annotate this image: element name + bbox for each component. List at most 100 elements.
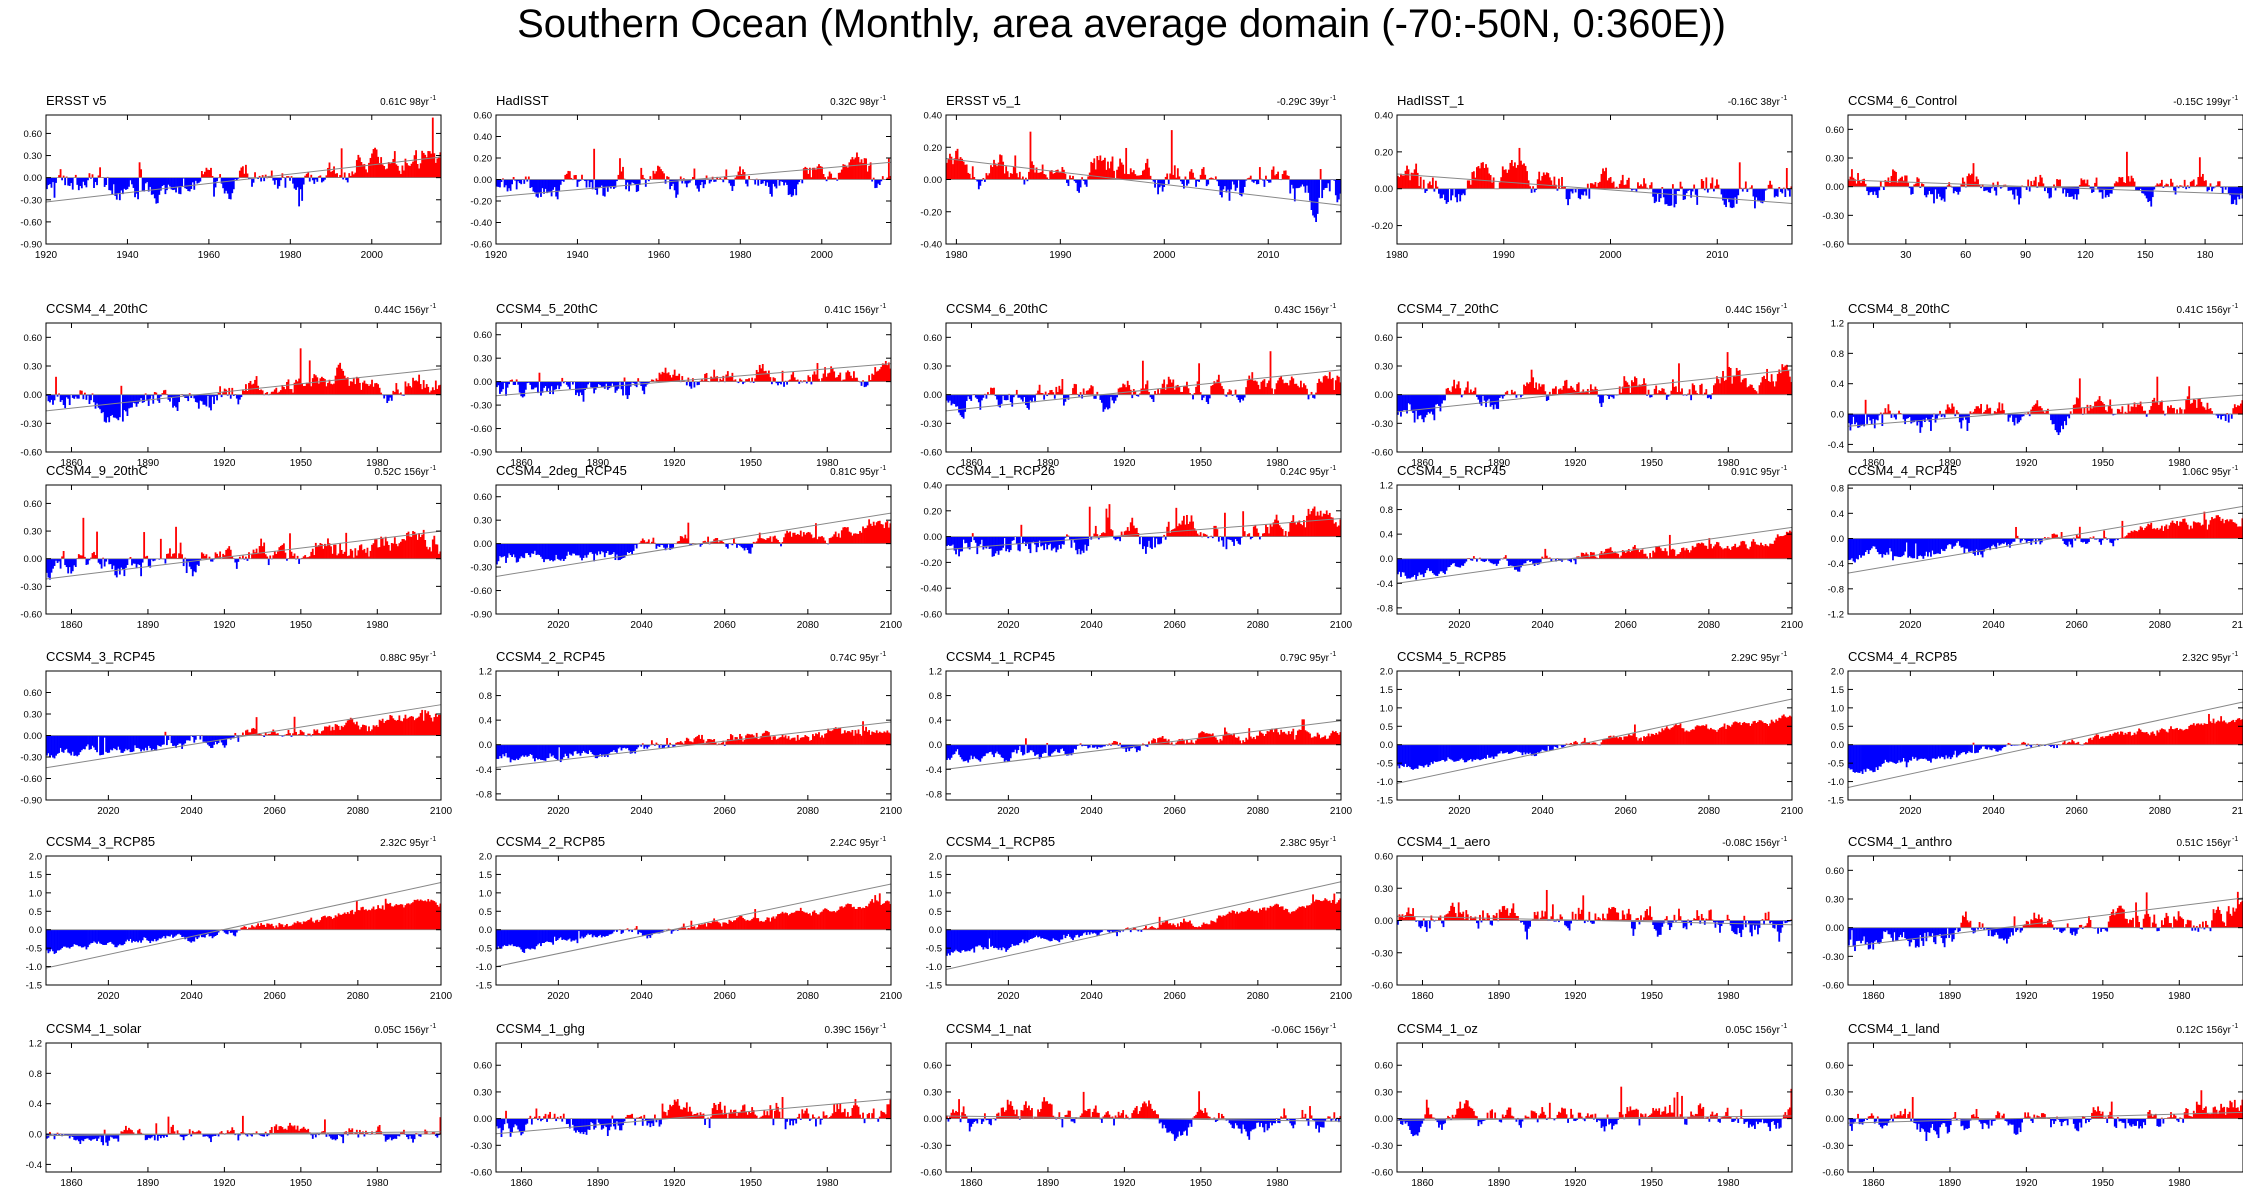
bar-mark xyxy=(1172,174,1175,180)
bar-mark xyxy=(1032,394,1035,398)
bar-mark xyxy=(1671,184,1674,189)
bar-mark xyxy=(505,744,507,754)
bar-mark xyxy=(2063,414,2066,422)
ytick-label: 0.30 xyxy=(24,362,43,373)
bar-mark xyxy=(1015,389,1018,395)
bar-mark xyxy=(1524,558,1527,564)
bar-mark xyxy=(520,381,523,397)
bar-mark xyxy=(2103,186,2106,190)
bar-mark xyxy=(2189,181,2192,187)
bar-mark xyxy=(508,744,510,758)
bar-mark xyxy=(407,531,410,559)
bar-mark xyxy=(805,532,808,544)
bar-mark xyxy=(1280,376,1283,395)
bar-mark xyxy=(1211,536,1214,539)
bar-mark xyxy=(754,378,757,382)
bar-mark xyxy=(1327,514,1330,537)
bar-mark xyxy=(1908,414,1911,418)
bar-mark xyxy=(1889,410,1891,415)
bar-mark xyxy=(1466,381,1469,395)
bar-mark xyxy=(1053,394,1056,399)
bar-mark xyxy=(52,735,54,758)
bar-mark xyxy=(439,551,442,559)
bar-mark xyxy=(67,558,70,574)
xtick-label: 30 xyxy=(1900,250,1912,261)
bar-mark xyxy=(1781,536,1784,559)
bar-mark xyxy=(257,553,259,559)
bar-mark xyxy=(693,381,696,388)
bar-mark xyxy=(1510,558,1513,566)
bar-mark xyxy=(505,381,507,396)
bar-mark xyxy=(1002,161,1005,180)
bar-mark xyxy=(1662,551,1665,559)
bar-mark xyxy=(202,553,205,559)
bar-mark xyxy=(1319,381,1322,395)
bar-mark xyxy=(1322,179,1325,190)
bar-mark xyxy=(558,543,561,560)
bar-mark xyxy=(719,378,722,382)
bar-mark xyxy=(502,178,504,180)
bar-mark xyxy=(1011,173,1014,180)
bar-mark xyxy=(752,381,755,383)
bar-mark xyxy=(748,378,751,382)
bar-mark xyxy=(2168,525,2171,539)
bar-mark xyxy=(178,735,180,744)
bar-mark xyxy=(673,179,676,191)
bar-mark xyxy=(164,177,167,195)
bar-mark xyxy=(1755,188,1758,198)
bar-mark xyxy=(134,558,136,564)
bar-mark xyxy=(368,385,370,395)
bar-mark xyxy=(965,536,968,543)
bar-mark xyxy=(1298,387,1301,395)
bar-mark xyxy=(371,153,373,178)
bar-mark xyxy=(1750,541,1753,559)
bar-mark xyxy=(1236,394,1238,398)
bar-mark xyxy=(1728,548,1731,559)
bar-mark xyxy=(635,543,638,549)
bar-mark xyxy=(570,177,573,180)
bar-mark xyxy=(682,178,685,180)
bar-mark xyxy=(96,735,98,753)
bar-mark xyxy=(1441,558,1443,572)
bar-mark xyxy=(418,533,421,559)
xtick-label: 1950 xyxy=(2092,458,2115,469)
bar-mark xyxy=(824,177,826,180)
bar-mark xyxy=(1958,186,1961,192)
bar-mark xyxy=(2144,410,2147,415)
bar-mark xyxy=(2179,407,2182,415)
bar-mark xyxy=(720,540,723,544)
bar-mark xyxy=(73,558,76,566)
bar-mark xyxy=(1169,532,1172,537)
bar-mark xyxy=(503,543,506,557)
bar-mark xyxy=(556,381,559,386)
bar-mark xyxy=(261,390,264,395)
bar-mark xyxy=(1114,536,1117,541)
bar-mark xyxy=(638,381,641,383)
bar-mark xyxy=(834,377,837,382)
bar-mark xyxy=(532,744,535,759)
bar-mark xyxy=(199,177,202,182)
bar-mark xyxy=(1008,177,1011,180)
bar-mark xyxy=(1245,387,1248,395)
bar-mark xyxy=(1867,414,1870,417)
bar-mark xyxy=(990,165,992,180)
bar-mark xyxy=(175,735,177,748)
bar-mark xyxy=(1207,536,1210,539)
ytick-label: 0.20 xyxy=(924,506,943,517)
bar-mark xyxy=(511,744,514,760)
bar-mark xyxy=(314,177,317,180)
bar-mark xyxy=(2208,409,2210,415)
bar-mark xyxy=(2153,186,2156,190)
bar-mark xyxy=(1158,536,1161,545)
bar-mark xyxy=(1224,179,1226,187)
bar-mark xyxy=(968,394,971,400)
bar-mark xyxy=(579,381,582,393)
bar-mark xyxy=(289,733,291,736)
bar-mark xyxy=(1778,536,1781,559)
bar-mark xyxy=(131,558,133,566)
bar-mark xyxy=(88,735,91,750)
bar-mark xyxy=(1277,520,1280,537)
bar-mark xyxy=(1157,536,1159,545)
bar-mark xyxy=(278,177,281,187)
bar-mark xyxy=(1028,171,1030,180)
